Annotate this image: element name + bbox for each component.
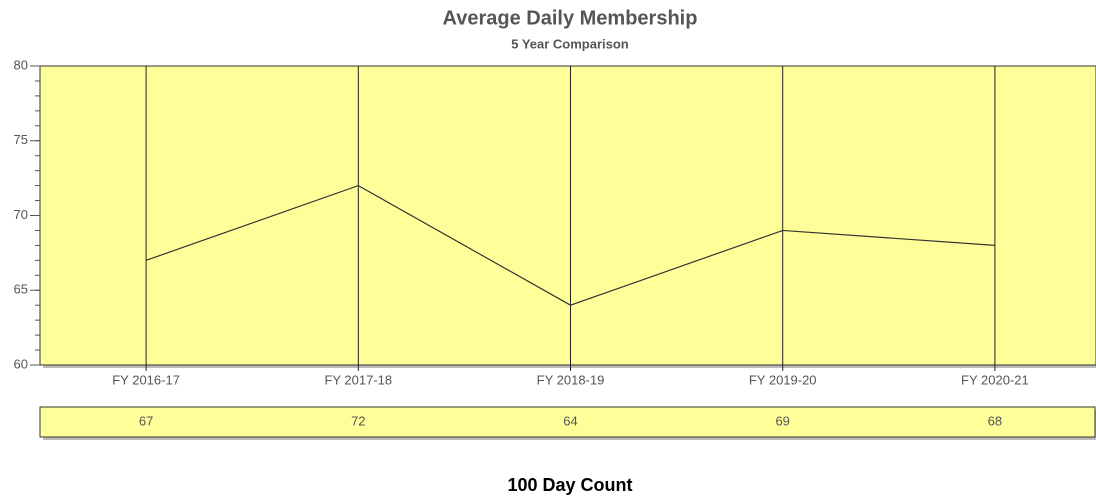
x-tick-label: FY 2018-19	[537, 372, 605, 387]
x-tick-label: FY 2020-21	[961, 372, 1029, 387]
y-tick-label: 70	[14, 207, 28, 222]
chart-subtitle: 5 Year Comparison	[511, 36, 629, 51]
table-value: 69	[775, 413, 789, 428]
table-value: 72	[351, 413, 365, 428]
x-tick-label: FY 2019-20	[749, 372, 817, 387]
y-tick-label: 75	[14, 132, 28, 147]
table-value: 67	[139, 413, 153, 428]
x-tick-label: FY 2016-17	[112, 372, 180, 387]
y-tick-label: 60	[14, 356, 28, 371]
y-tick-label: 80	[14, 57, 28, 72]
chart-title: Average Daily Membership	[443, 7, 698, 29]
x-tick-label: FY 2017-18	[324, 372, 392, 387]
footnote: 100 Day Count	[507, 475, 632, 495]
table-value: 68	[988, 413, 1002, 428]
table-value: 64	[563, 413, 577, 428]
data-table	[39, 406, 1096, 438]
y-tick-label: 65	[14, 282, 28, 297]
line	[145, 184, 995, 306]
plot-area	[39, 65, 1096, 366]
